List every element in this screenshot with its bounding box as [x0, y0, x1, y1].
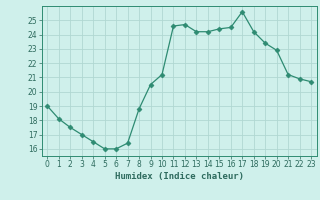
X-axis label: Humidex (Indice chaleur): Humidex (Indice chaleur) — [115, 172, 244, 181]
